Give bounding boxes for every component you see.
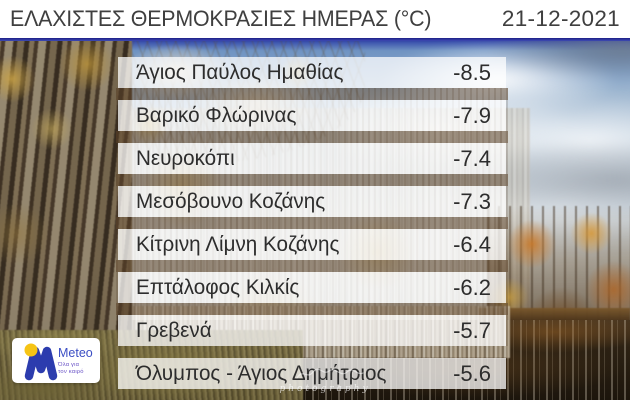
- meteo-logo-card: Meteo Όλα για τον καιρό: [12, 338, 100, 383]
- temperature-value: -7.9: [453, 102, 491, 128]
- table-row: Βαρικό Φλώρινας -7.9: [118, 100, 506, 131]
- temperature-value: -6.2: [453, 274, 491, 300]
- meteo-m-icon: [24, 343, 58, 381]
- table-row: Επτάλοφος Κιλκίς -6.2: [118, 272, 506, 303]
- temperature-value: -8.5: [453, 59, 491, 85]
- background-photo: Άγιος Παύλος Ημαθίας -8.5 Βαρικό Φλώρινα…: [0, 38, 630, 400]
- signature-watermark-icon: [296, 368, 364, 379]
- brand-tagline-line1: Όλα για: [58, 362, 80, 368]
- photo-top-edge: [0, 38, 630, 41]
- branch-texture-layer: [116, 88, 508, 346]
- date-label: 21-12-2021: [501, 6, 620, 31]
- temperature-value: -6.4: [453, 231, 491, 257]
- location-label: Μεσόβουνο Κοζάνης: [136, 189, 326, 213]
- location-label: Βαρικό Φλώρινας: [136, 103, 297, 127]
- temperature-value: -5.7: [453, 317, 491, 343]
- table-row: Νευροκόπι -7.4: [118, 143, 506, 174]
- sun-dot-icon: [24, 343, 38, 357]
- location-label: Νευροκόπι: [136, 146, 235, 170]
- brand-name: Meteo: [58, 346, 93, 360]
- table-row: Κίτρινη Λίμνη Κοζάνης -6.4: [118, 229, 506, 260]
- page-title: ΕΛΑΧΙΣΤΕΣ ΘΕΡΜΟΚΡΑΣΙΕΣ ΗΜΕΡΑΣ (°C): [10, 6, 432, 31]
- photography-watermark: photography: [279, 384, 371, 394]
- table-row: Γρεβενά -5.7: [118, 315, 506, 346]
- header-bar: ΕΛΑΧΙΣΤΕΣ ΘΕΡΜΟΚΡΑΣΙΕΣ ΗΜΕΡΑΣ (°C) 21-12…: [0, 0, 630, 38]
- temperature-value: -5.6: [453, 360, 491, 386]
- temperature-list: Άγιος Παύλος Ημαθίας -8.5 Βαρικό Φλώρινα…: [118, 57, 506, 400]
- location-label: Κίτρινη Λίμνη Κοζάνης: [136, 232, 340, 256]
- temperature-value: -7.4: [453, 145, 491, 171]
- table-row: Άγιος Παύλος Ημαθίας -8.5: [118, 57, 506, 88]
- brand-tagline-line2: τον καιρό: [58, 369, 84, 375]
- shoreline-layer: [478, 308, 630, 322]
- brand-tagline: Όλα για τον καιρό: [58, 362, 84, 376]
- location-label: Γρεβενά: [136, 318, 212, 342]
- location-label: Άγιος Παύλος Ημαθίας: [136, 60, 344, 84]
- table-row: Μεσόβουνο Κοζάνης -7.3: [118, 186, 506, 217]
- temperature-value: -7.3: [453, 188, 491, 214]
- location-label: Επτάλοφος Κιλκίς: [136, 275, 300, 299]
